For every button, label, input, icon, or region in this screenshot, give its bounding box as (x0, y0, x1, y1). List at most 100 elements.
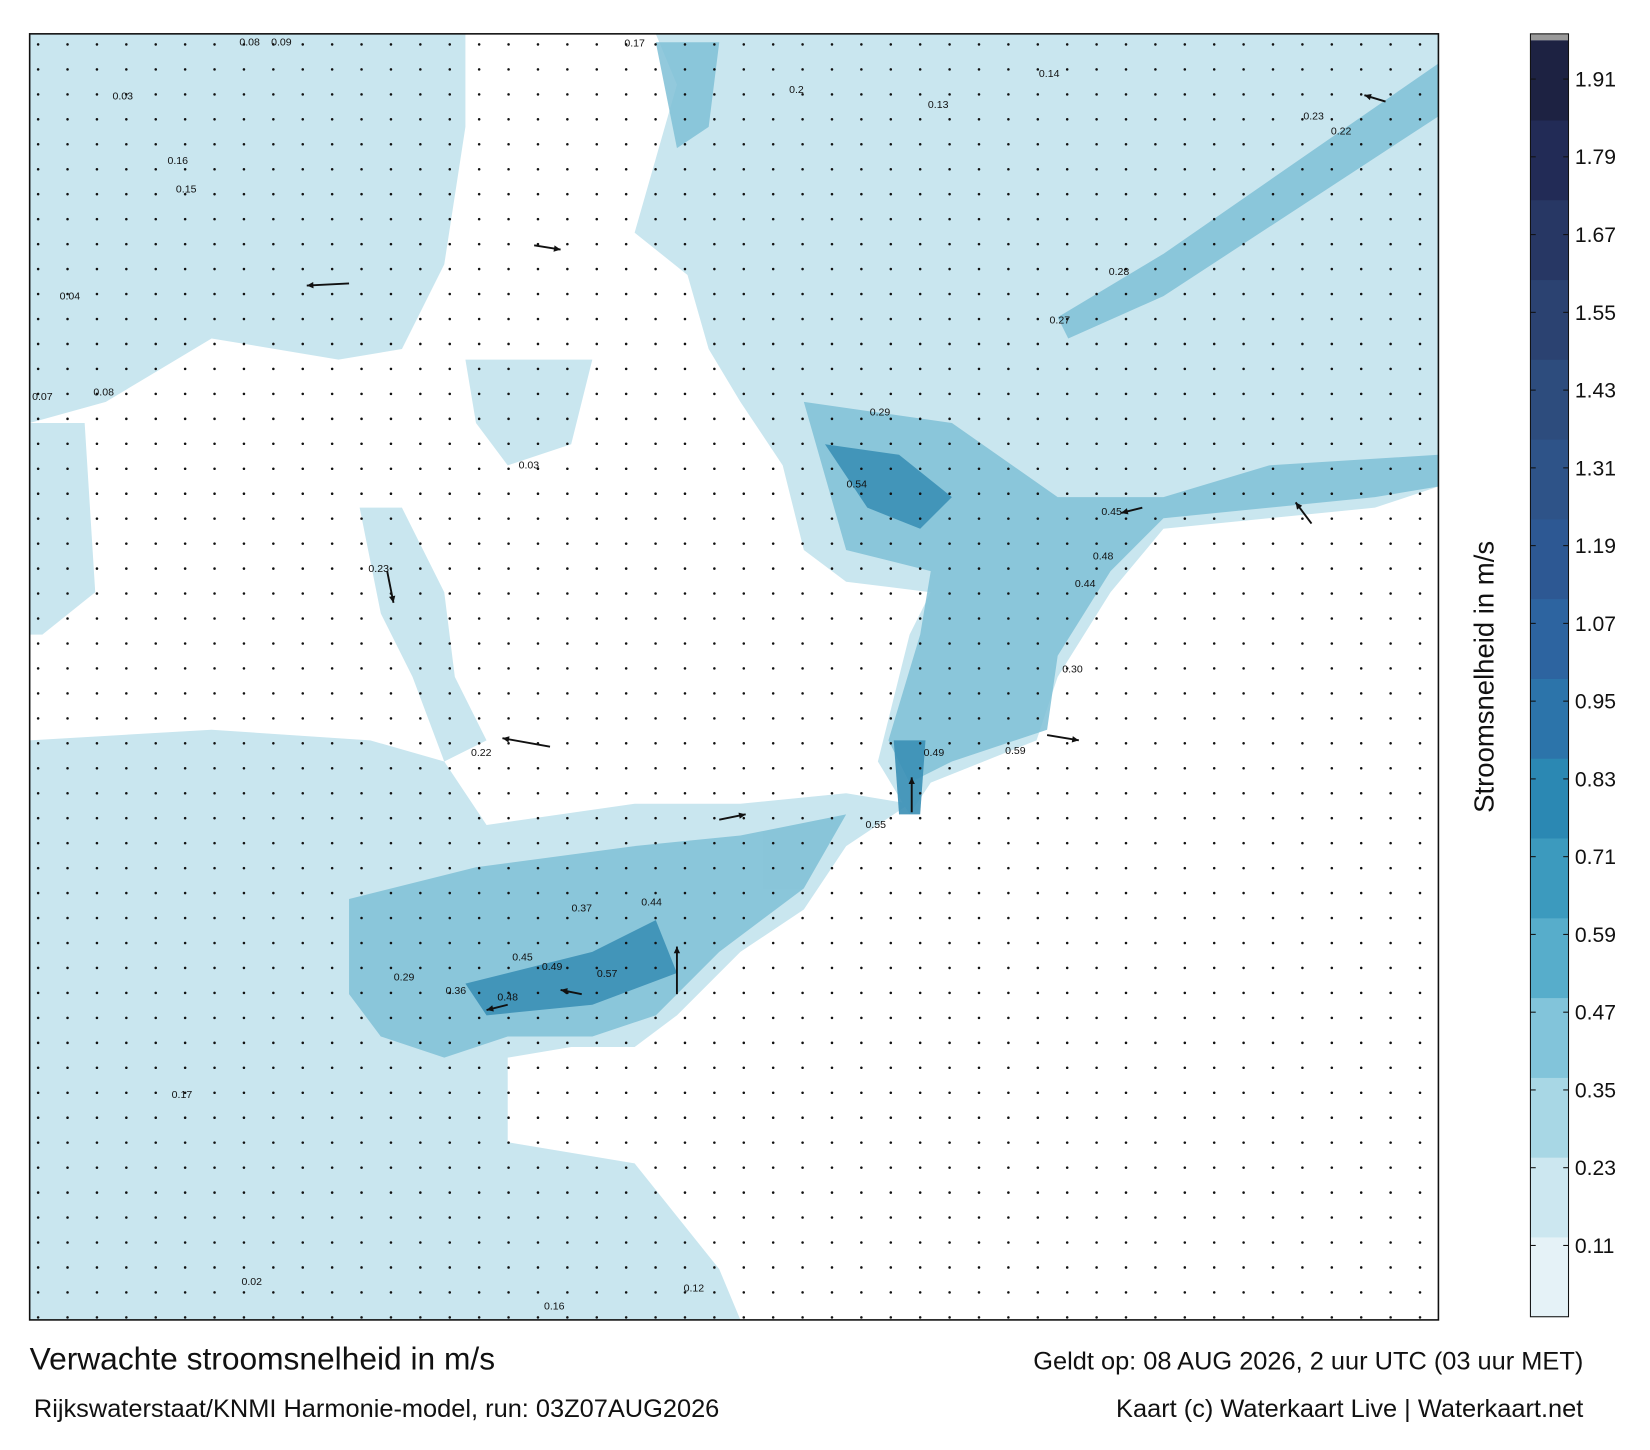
grid-dot (507, 542, 510, 545)
grid-dot (272, 766, 275, 770)
grid-dot (654, 342, 657, 346)
grid-dot (742, 142, 746, 146)
grid-dot (1418, 1016, 1422, 1020)
grid-dot (330, 517, 334, 520)
grid-dot (742, 1141, 746, 1144)
grid-dot (154, 692, 158, 695)
grid-dot (1007, 342, 1010, 346)
grid-dot (448, 217, 452, 221)
grid-dot (1154, 567, 1157, 570)
grid-dot (1036, 1091, 1040, 1095)
grid-dot (477, 242, 481, 246)
grid-dot (1330, 1166, 1334, 1169)
grid-dot (742, 292, 746, 296)
grid-dot (889, 1116, 893, 1119)
grid-dot (330, 1066, 334, 1070)
grid-dot (624, 417, 628, 421)
grid-dot (1007, 118, 1010, 121)
grid-dot (1007, 1016, 1010, 1020)
grid-dot (1036, 267, 1040, 271)
grid-dot (860, 1291, 863, 1294)
grid-dot (860, 642, 863, 645)
grid-dot (713, 492, 716, 495)
grid-dot (1271, 1241, 1275, 1244)
grid-dot (66, 717, 69, 720)
grid-dot (1036, 1316, 1040, 1319)
grid-dot (918, 242, 922, 246)
grid-dot (477, 192, 481, 196)
grid-dot (918, 966, 922, 970)
grid-dot (272, 717, 275, 720)
grid-dot (95, 217, 99, 221)
grid-dot (536, 966, 540, 970)
grid-dot (713, 317, 716, 321)
grid-dot (213, 517, 216, 520)
grid-dot (507, 68, 510, 71)
grid-dot (183, 342, 187, 346)
grid-dot (771, 1041, 775, 1045)
grid-dot (1095, 167, 1098, 171)
grid-dot (1124, 1091, 1128, 1095)
grid-dot (713, 517, 716, 520)
grid-dot (389, 68, 393, 71)
grid-dot (1359, 292, 1363, 296)
grid-dot (477, 642, 481, 645)
grid-dot (742, 1041, 746, 1045)
grid-dot (1242, 816, 1245, 820)
grid-dot (830, 1141, 834, 1144)
grid-dot (918, 941, 922, 945)
grid-dot (801, 1241, 804, 1244)
grid-dot (477, 342, 481, 346)
grid-dot (1065, 642, 1069, 645)
grid-dot (36, 667, 40, 670)
grid-dot (66, 142, 69, 146)
grid-dot (360, 567, 363, 570)
grid-dot (213, 791, 216, 795)
grid-dot (95, 791, 99, 795)
grid-dot (1095, 342, 1098, 346)
grid-dot (125, 1141, 128, 1144)
grid-dot (1124, 492, 1128, 495)
grid-dot (419, 342, 422, 346)
grid-dot (242, 142, 246, 146)
grid-dot (683, 617, 687, 620)
grid-dot (360, 242, 363, 246)
grid-dot (860, 891, 863, 895)
grid-dot (477, 142, 481, 146)
grid-dot (95, 442, 99, 446)
grid-dot (272, 217, 275, 221)
grid-dot (330, 118, 334, 121)
grid-dot (1242, 692, 1245, 695)
grid-dot (1359, 991, 1363, 995)
grid-dot (477, 966, 481, 970)
grid-dot (242, 43, 246, 46)
grid-dot (536, 1141, 540, 1144)
grid-dot (1301, 118, 1304, 121)
grid-dot (1007, 1116, 1010, 1119)
grid-dot (595, 1066, 599, 1070)
grid-dot (977, 1141, 981, 1144)
grid-dot (183, 1166, 187, 1169)
grid-dot (1154, 991, 1157, 995)
grid-dot (1212, 1041, 1216, 1045)
grid-dot (1359, 816, 1363, 820)
grid-dot (1065, 1316, 1069, 1319)
grid-dot (330, 742, 334, 745)
grid-dot (507, 517, 510, 520)
grid-dot (1212, 1241, 1216, 1244)
grid-dot (360, 1191, 363, 1194)
grid-dot (1242, 317, 1245, 321)
grid-dot (419, 617, 422, 620)
grid-dot (66, 567, 69, 570)
grid-dot (1036, 1266, 1040, 1269)
grid-dot (125, 966, 128, 970)
grid-dot (272, 417, 275, 421)
grid-dot (242, 642, 246, 645)
grid-dot (566, 1141, 569, 1144)
grid-dot (830, 766, 834, 770)
grid-dot (536, 692, 540, 695)
grid-dot (977, 442, 981, 446)
grid-dot (36, 941, 40, 945)
colorbar-band (1530, 279, 1569, 360)
grid-dot (95, 1016, 99, 1020)
